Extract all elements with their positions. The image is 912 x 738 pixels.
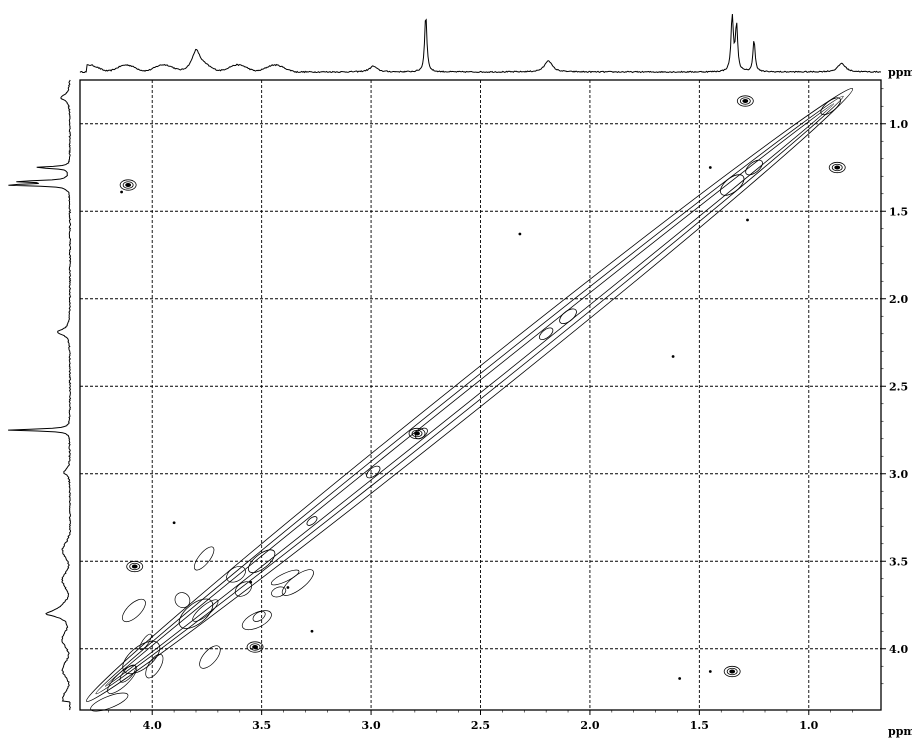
cross-peak	[249, 643, 261, 651]
y-axis: 1.0 1.5 2.0 2.5 3.0 3.5 4.0	[881, 88, 908, 685]
cluster-contour	[199, 645, 221, 669]
noise-point	[286, 586, 290, 589]
cluster-contour	[90, 692, 129, 712]
cluster-contour	[174, 592, 191, 609]
cross-peak	[723, 665, 741, 678]
left-projection-trace	[8, 79, 72, 711]
y-tick-label: 3.5	[889, 555, 908, 568]
grid-lines	[80, 80, 881, 710]
cross-peak	[408, 427, 426, 440]
noise-point	[518, 232, 522, 236]
cluster-contour	[270, 569, 300, 586]
x-tick-label: 1.0	[799, 719, 818, 732]
x-tick-label: 2.0	[580, 719, 599, 732]
cross-peak	[246, 641, 264, 653]
cross-peak	[252, 644, 258, 650]
noise-point	[249, 580, 253, 584]
cluster-contour	[193, 546, 215, 571]
noise-point	[120, 190, 123, 194]
y-tick-label: 1.5	[889, 205, 908, 218]
cluster-contour	[139, 633, 152, 651]
noise-point	[708, 670, 712, 673]
cluster-contour	[241, 610, 272, 631]
cluster-contour	[226, 566, 246, 583]
cross-peak	[736, 95, 754, 107]
cluster-contour	[252, 610, 266, 622]
cluster-contour	[107, 665, 138, 694]
y-tick-label: 4.0	[889, 643, 908, 656]
y-tick-label: 1.0	[889, 118, 908, 131]
noise-point	[708, 166, 712, 169]
y-tick-label: 2.5	[889, 380, 908, 393]
cluster-contour	[145, 653, 164, 679]
diagonal-peak	[366, 465, 381, 479]
y-unit-label: ppm	[888, 66, 912, 79]
diagonal-peak	[248, 549, 276, 574]
cluster-contour	[192, 599, 219, 622]
cross-peak	[126, 560, 144, 573]
diagonal-peak	[539, 327, 554, 341]
x-tick-label: 3.5	[252, 719, 271, 732]
cross-peak	[739, 97, 751, 105]
diagonal-contour-0	[86, 88, 854, 702]
diagonal-contour-1	[95, 95, 844, 695]
x-axis: 4.0 3.5 3.0 2.5 2.0 1.5 1.0	[108, 710, 853, 732]
cross-peak	[726, 667, 738, 676]
noise-point	[310, 629, 314, 633]
cross-peak	[119, 179, 137, 191]
cluster-contour	[271, 586, 287, 598]
diagonal-peak	[820, 97, 841, 116]
cross-peak	[122, 181, 134, 189]
x-tick-label: 1.5	[690, 719, 709, 732]
top-projection-spectrum	[79, 13, 882, 74]
x-tick-label: 3.0	[362, 719, 381, 732]
cross-peak	[742, 98, 749, 104]
cross-peak	[831, 163, 843, 172]
x-tick-label: 2.5	[471, 719, 490, 732]
noise-point	[671, 355, 675, 358]
diagonal-peak	[306, 516, 318, 526]
x-unit-label: ppm	[888, 725, 912, 738]
top-projection-trace	[79, 13, 882, 74]
cross-peak	[828, 161, 846, 174]
x-tick-label: 4.0	[143, 719, 162, 732]
contour-layer	[86, 88, 854, 712]
cross-peak	[129, 562, 141, 571]
y-tick-label: 3.0	[889, 468, 908, 481]
left-projection-spectrum	[8, 79, 72, 711]
cluster-contour	[122, 598, 146, 623]
cross-peak	[125, 182, 132, 188]
noise-point	[172, 521, 176, 525]
cross-peak	[411, 429, 423, 438]
diagonal-peak	[745, 159, 763, 176]
y-tick-label: 2.0	[889, 293, 908, 306]
cross-peak	[131, 564, 138, 569]
cross-peak	[834, 165, 841, 170]
noise-point	[746, 218, 749, 222]
diagonal-contour-2	[104, 103, 835, 687]
diagonal-peak	[720, 174, 745, 196]
noise-point	[678, 677, 682, 680]
cross-peak	[414, 431, 420, 436]
diagonal-peak	[559, 308, 577, 325]
diagonal-peak	[178, 598, 214, 629]
cross-peak	[729, 669, 736, 674]
